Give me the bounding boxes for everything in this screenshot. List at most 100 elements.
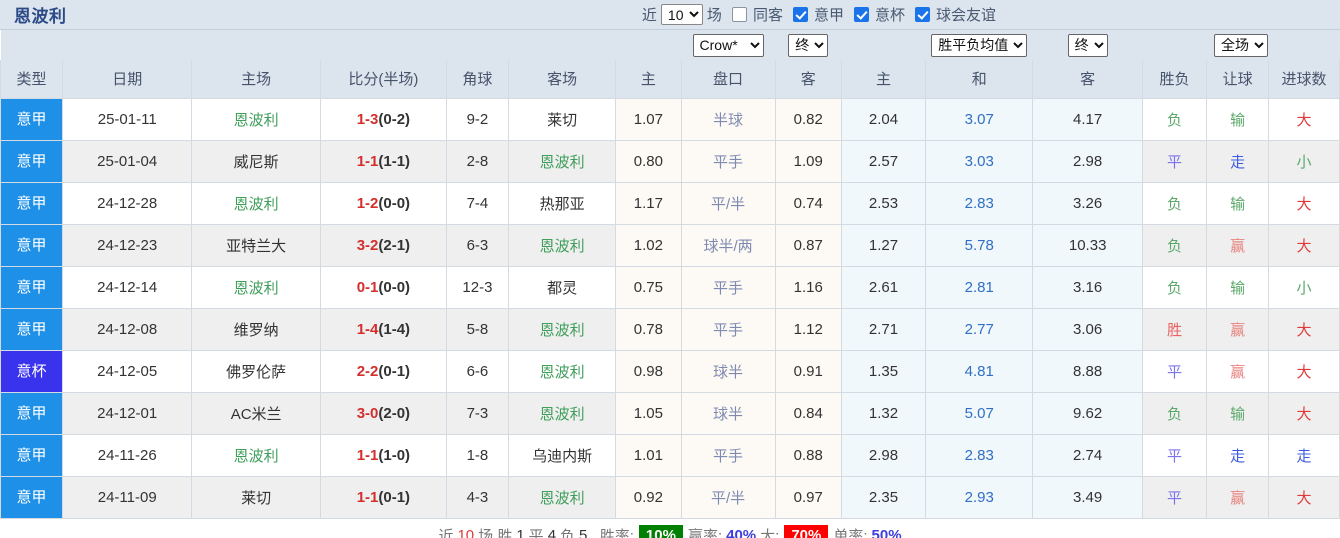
filter-checkbox-seriea[interactable] xyxy=(792,7,808,22)
cell-ah-line: 球半/两 xyxy=(680,223,776,267)
table-row[interactable]: 意甲 25-01-11 恩波利 1-3(0-2) 9-2 莱切 1.07 半球 0.82 2.04… xyxy=(0,97,1340,141)
cell-eu-draw: 2.83 xyxy=(925,181,1034,225)
result-ah-value: 赢 xyxy=(1230,237,1246,255)
cell-type[interactable]: 意甲 xyxy=(0,223,63,267)
cell-ah-line: 平/半 xyxy=(680,181,776,225)
home-team-name: 佛罗伦萨 xyxy=(226,363,287,381)
cell-result-ah: 赢 xyxy=(1206,475,1270,519)
home-team-name: 威尼斯 xyxy=(233,153,279,171)
result-wl-value: 负 xyxy=(1167,111,1183,129)
filter-checkbox-coppa[interactable] xyxy=(853,7,869,22)
result-ah-value: 输 xyxy=(1230,279,1246,297)
cell-eu-home: 2.53 xyxy=(840,181,927,225)
cell-score: 1-1(1-0) xyxy=(319,433,447,477)
result-goals-value: 大 xyxy=(1296,237,1312,255)
cell-ah-home: 0.98 xyxy=(615,349,682,393)
table-row[interactable]: 意甲 24-12-14 恩波利 0-1(0-0) 12-3 都灵 0.75 平手 1.16 2.6… xyxy=(0,265,1340,309)
table-row[interactable]: 意甲 24-11-09 莱切 1-1(0-1) 4-3 恩波利 0.92 平/半 0.97 2.3… xyxy=(0,475,1340,519)
scope-select[interactable]: 全场半场 xyxy=(1213,33,1268,57)
col-header-corner[interactable]: 角球 xyxy=(445,60,509,99)
summary-odd-label: 单率: xyxy=(833,527,868,538)
col-header-result-wl[interactable]: 胜负 xyxy=(1141,60,1208,99)
cell-ah-home: 0.78 xyxy=(615,307,682,351)
col-header-ah-home[interactable]: 主 xyxy=(615,60,682,99)
scope-select-cell: 全场半场 xyxy=(1142,30,1340,60)
cell-eu-draw: 5.78 xyxy=(925,223,1034,267)
table-row[interactable]: 意杯 24-12-05 佛罗伦萨 2-2(0-1) 6-6 恩波利 0.98 球半 0.91 1.… xyxy=(0,349,1340,393)
match-count-select[interactable]: 6102030 xyxy=(660,4,703,25)
cell-type[interactable]: 意甲 xyxy=(0,475,63,519)
cell-eu-away: 3.26 xyxy=(1032,181,1143,225)
score-value: 1-4(1-4) xyxy=(356,320,411,338)
summary-big-label: 大: xyxy=(760,527,780,538)
cell-type[interactable]: 意甲 xyxy=(0,391,63,435)
cell-type[interactable]: 意甲 xyxy=(0,265,63,309)
cell-type[interactable]: 意甲 xyxy=(0,307,63,351)
col-header-result-goals[interactable]: 进球数 xyxy=(1268,60,1340,99)
summary-odd-value: 50% xyxy=(871,526,902,538)
cell-result-wl: 胜 xyxy=(1141,307,1208,351)
cell-type[interactable]: 意甲 xyxy=(0,139,63,183)
cell-eu-away: 3.16 xyxy=(1032,265,1143,309)
col-header-eu-draw[interactable]: 和 xyxy=(925,60,1034,99)
cell-type[interactable]: 意甲 xyxy=(0,433,63,477)
eu-type-select[interactable]: 胜平负均值胜平负 xyxy=(931,33,1028,57)
league-badge: 意甲 xyxy=(1,182,62,224)
col-header-away[interactable]: 客场 xyxy=(507,60,617,99)
cell-result-goals: 大 xyxy=(1268,475,1340,519)
same-away-checkbox[interactable] xyxy=(731,7,747,22)
cell-type[interactable]: 意甲 xyxy=(0,97,63,141)
col-header-result-ah[interactable]: 让球 xyxy=(1206,60,1270,99)
bookmaker-select[interactable]: Crow*Bet365立博威廉 xyxy=(692,33,764,57)
col-header-eu-away[interactable]: 客 xyxy=(1032,60,1143,99)
table-row[interactable]: 意甲 25-01-04 威尼斯 1-1(1-1) 2-8 恩波利 0.80 平手 1.09 2.5… xyxy=(0,139,1340,183)
table-row[interactable]: 意甲 24-12-01 AC米兰 3-0(2-0) 7-3 恩波利 1.05 球半 0.84 1.… xyxy=(0,391,1340,435)
table-row[interactable]: 意甲 24-12-23 亚特兰大 3-2(2-1) 6-3 恩波利 1.02 球半/两 0.87… xyxy=(0,223,1340,267)
cell-eu-away: 2.98 xyxy=(1032,139,1143,183)
summary-winrate-badge: 10% xyxy=(638,524,683,538)
result-wl-value: 平 xyxy=(1167,363,1183,381)
cell-eu-home: 2.57 xyxy=(840,139,927,183)
cell-type[interactable]: 意杯 xyxy=(0,349,63,393)
result-goals-value: 大 xyxy=(1296,111,1312,129)
cell-ah-home: 1.01 xyxy=(615,433,682,477)
cell-date: 24-12-05 xyxy=(61,349,193,393)
cell-score: 1-1(1-1) xyxy=(319,139,447,183)
cell-type[interactable]: 意甲 xyxy=(0,181,63,225)
cell-result-goals: 大 xyxy=(1268,307,1340,351)
cell-date: 24-12-28 xyxy=(61,181,193,225)
ah-phase-select[interactable]: 初终 xyxy=(788,33,829,57)
cell-home-team: 威尼斯 xyxy=(191,139,321,183)
result-ah-value: 赢 xyxy=(1230,363,1246,381)
result-goals-value: 大 xyxy=(1296,405,1312,423)
cell-result-ah: 走 xyxy=(1206,433,1270,477)
eu-phase-select[interactable]: 初终 xyxy=(1067,33,1108,57)
cell-date: 24-12-01 xyxy=(61,391,193,435)
cell-eu-draw: 5.07 xyxy=(925,391,1034,435)
table-row[interactable]: 意甲 24-12-28 恩波利 1-2(0-0) 7-4 热那亚 1.17 平/半 0.74 2.… xyxy=(0,181,1340,225)
table-row[interactable]: 意甲 24-11-26 恩波利 1-1(1-0) 1-8 乌迪内斯 1.01 平手 0.88 2.… xyxy=(0,433,1340,477)
cell-ah-home: 0.80 xyxy=(615,139,682,183)
col-header-score[interactable]: 比分(半场) xyxy=(319,60,447,99)
selector-spacer-left xyxy=(0,30,616,60)
col-header-home[interactable]: 主场 xyxy=(191,60,321,99)
cell-result-wl: 负 xyxy=(1141,265,1208,309)
col-header-type[interactable]: 类型 xyxy=(0,60,63,99)
cell-result-ah: 输 xyxy=(1206,265,1270,309)
col-header-ah-line[interactable]: 盘口 xyxy=(680,60,776,99)
filter-checkbox-friendly[interactable] xyxy=(914,7,930,22)
cell-eu-home: 1.32 xyxy=(840,391,927,435)
table-row[interactable]: 意甲 24-12-08 维罗纳 1-4(1-4) 5-8 恩波利 0.78 平手 1.12 2.7… xyxy=(0,307,1340,351)
score-value: 1-2(0-0) xyxy=(356,194,411,212)
col-header-eu-home[interactable]: 主 xyxy=(840,60,927,99)
filter-label-coppa: 意杯 xyxy=(874,7,905,24)
col-header-date[interactable]: 日期 xyxy=(61,60,193,99)
cell-eu-draw: 2.81 xyxy=(925,265,1034,309)
cell-corner: 12-3 xyxy=(445,265,509,309)
cell-ah-away: 0.74 xyxy=(774,181,842,225)
col-header-ah-away[interactable]: 客 xyxy=(774,60,842,99)
halftime-score: (1-0) xyxy=(378,446,411,464)
result-wl-value: 负 xyxy=(1167,405,1183,423)
eu-draw-value: 4.81 xyxy=(964,362,994,380)
cell-eu-draw: 3.03 xyxy=(925,139,1034,183)
